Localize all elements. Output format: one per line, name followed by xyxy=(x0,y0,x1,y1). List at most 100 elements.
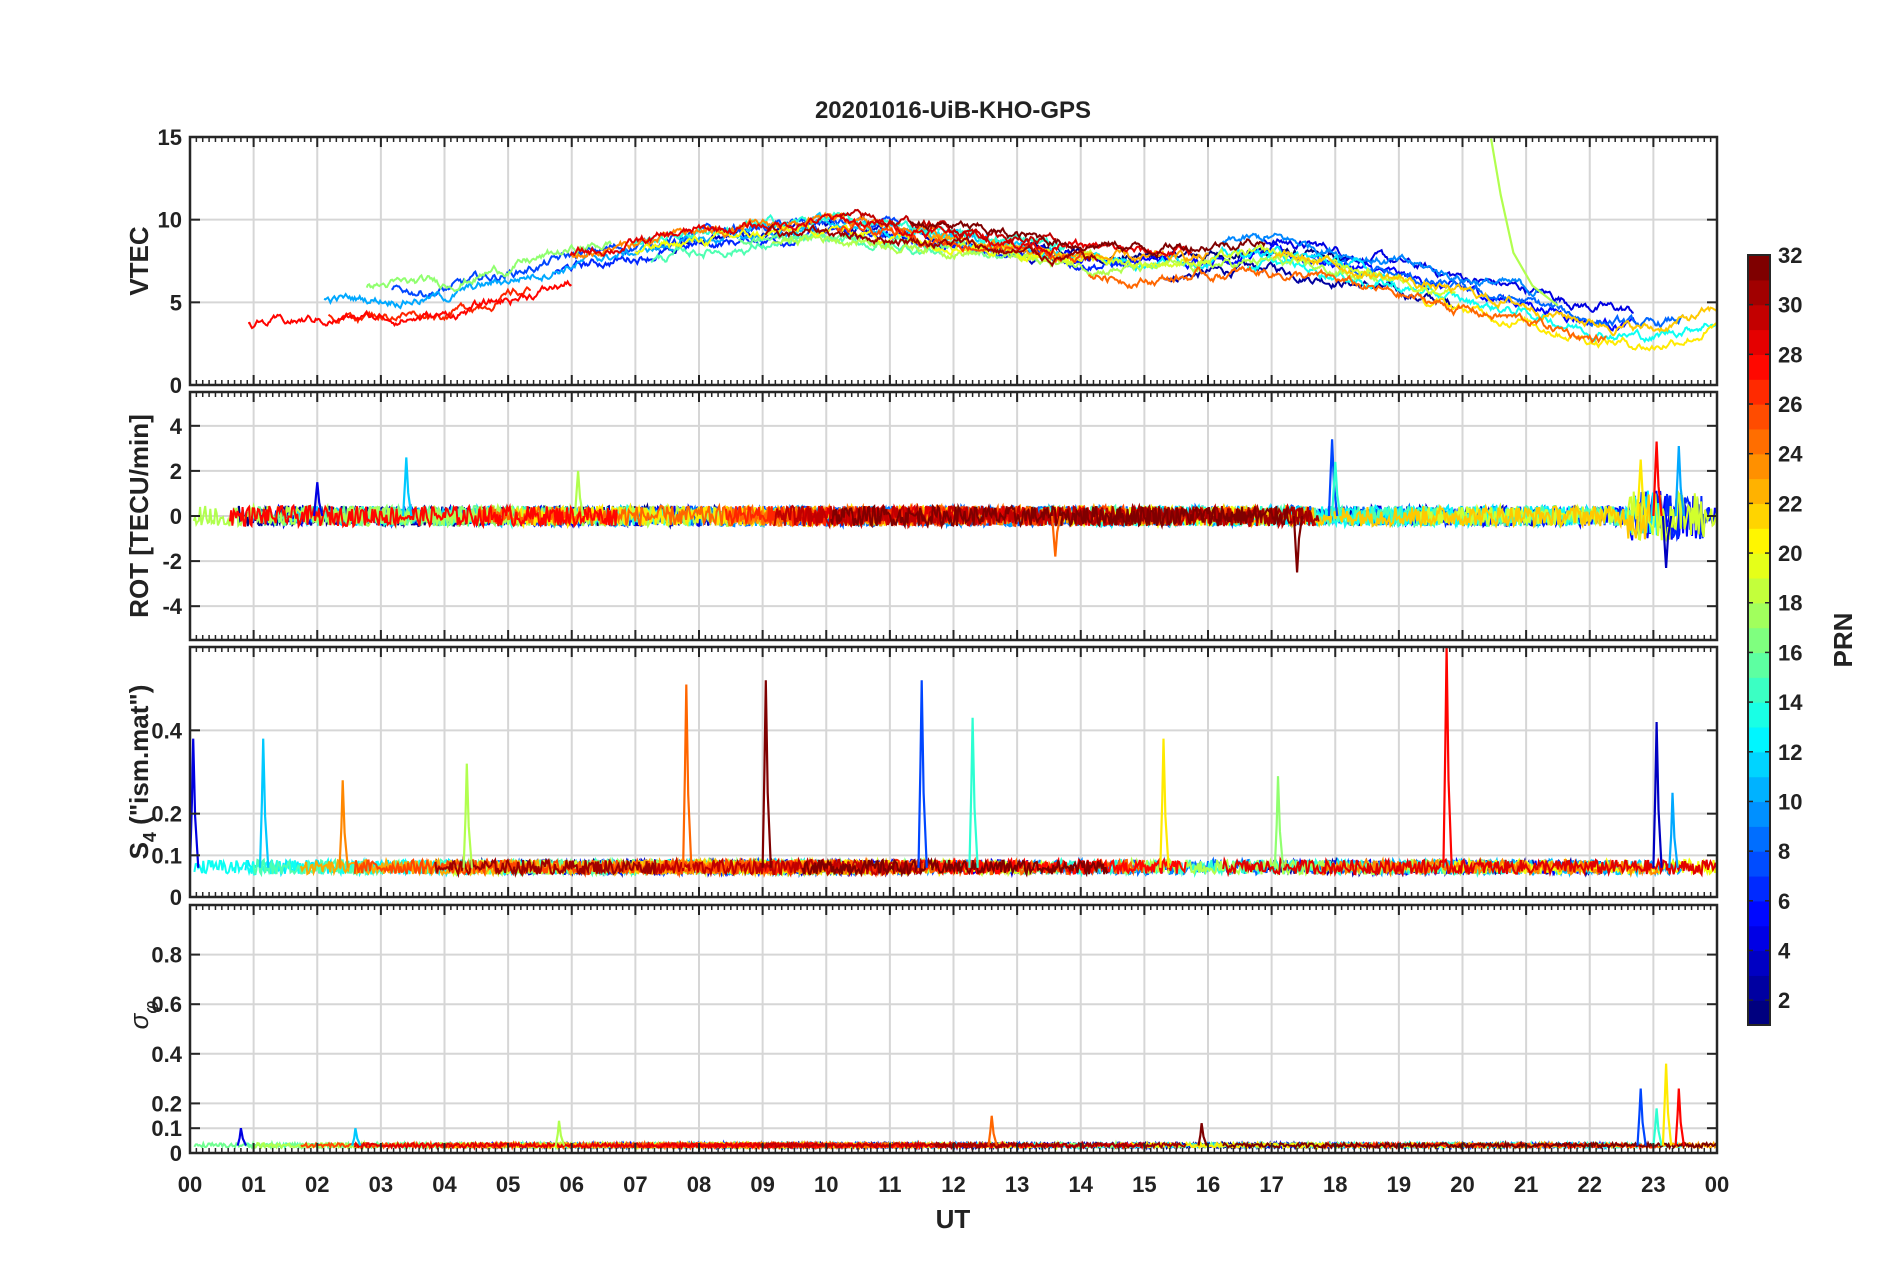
y-tick-label: 0.4 xyxy=(151,1042,182,1067)
series-line-prn-25 xyxy=(638,856,1146,879)
series-group xyxy=(193,1063,1717,1152)
series-line-prn-30 xyxy=(759,1140,1006,1151)
colorbar-band xyxy=(1748,577,1770,604)
series-line-prn-28 xyxy=(638,1139,1145,1151)
colorbar-band xyxy=(1748,304,1770,331)
spike-line xyxy=(573,470,585,517)
spike-line xyxy=(682,684,693,868)
y-tick-label: -4 xyxy=(162,594,182,619)
spike-line xyxy=(1636,1088,1647,1146)
colorbar-band xyxy=(1748,255,1770,281)
x-tick-label: 19 xyxy=(1387,1172,1411,1197)
colorbar-tick-label: 10 xyxy=(1778,789,1802,814)
spike-line xyxy=(1273,776,1285,868)
y-tick-label: 0.8 xyxy=(151,943,182,968)
y-axis-label: S4 ("ism.mat") xyxy=(124,685,160,860)
series-group xyxy=(190,647,1717,879)
series-line-prn-30 xyxy=(653,856,924,878)
series-line-prn-29 xyxy=(353,1140,820,1151)
spike-line xyxy=(1051,515,1062,557)
plot-frame xyxy=(188,645,1719,899)
series-line-prn-15 xyxy=(650,228,943,264)
x-tick-label: 05 xyxy=(496,1172,520,1197)
x-tick-label: 01 xyxy=(241,1172,265,1197)
spike-line xyxy=(1652,1108,1663,1146)
x-tick-label: 09 xyxy=(750,1172,774,1197)
x-tick-label: 07 xyxy=(623,1172,647,1197)
colorbar-label: PRN xyxy=(1828,613,1858,668)
colorbar-tick-label: 18 xyxy=(1778,591,1802,616)
spike-line xyxy=(236,1128,248,1147)
colorbar-band xyxy=(1748,354,1770,380)
series-line-prn-8 xyxy=(1309,253,1684,330)
series-line-prn-29 xyxy=(1222,855,1717,878)
spike-line xyxy=(554,1120,566,1146)
colorbar-tick-label: 8 xyxy=(1778,839,1790,864)
colorbar-tick-label: 20 xyxy=(1778,541,1802,566)
colorbar-band xyxy=(1748,329,1770,355)
colorbar-band xyxy=(1748,826,1770,852)
panel-s4: 0 0.1 0.2 0.4S4 ("ism.mat") xyxy=(124,645,1719,910)
spike-line xyxy=(1197,1123,1208,1146)
y-tick-label: 0 xyxy=(170,1141,182,1166)
colorbar-band xyxy=(1748,702,1770,728)
highlight-line-prn-18 xyxy=(1490,138,1559,307)
colorbar-tick-label: 14 xyxy=(1778,690,1803,715)
x-tick-label: 14 xyxy=(1069,1172,1094,1197)
x-tick-label: 11 xyxy=(878,1172,901,1197)
colorbar-band xyxy=(1748,652,1770,678)
spike-line xyxy=(1327,439,1339,517)
x-tick-label: 13 xyxy=(1005,1172,1029,1197)
colorbar-tick-label: 22 xyxy=(1778,491,1802,516)
colorbar-band xyxy=(1748,1000,1770,1026)
colorbar-tick-label: 26 xyxy=(1778,392,1802,417)
spike-line xyxy=(1652,441,1663,517)
series-line-prn-18 xyxy=(771,234,1379,283)
y-tick-label: 0.4 xyxy=(151,718,182,743)
colorbar-band xyxy=(1748,602,1770,629)
series-line-prn-32 xyxy=(909,219,1266,259)
colorbar-band xyxy=(1748,900,1770,927)
y-tick-label: 0.1 xyxy=(151,1116,182,1141)
y-tick-label: 0 xyxy=(170,373,182,398)
panel-sigma_phi: 00.10.2 0.4 0.6 0.8 σφ xyxy=(124,903,1719,1166)
colorbar-band xyxy=(1748,975,1770,1001)
x-tick-label: 10 xyxy=(814,1172,838,1197)
spike-line xyxy=(1292,515,1304,573)
panel-vtec: 0 5 10 15 VTEC xyxy=(124,125,1719,398)
y-tick-label: 5 xyxy=(170,290,182,315)
y-tick-label: 0.2 xyxy=(151,1091,182,1116)
plot-frame xyxy=(188,135,1719,387)
spike-line xyxy=(1652,721,1663,868)
x-tick-label: 15 xyxy=(1132,1172,1156,1197)
colorbar-tick-label: 30 xyxy=(1778,293,1802,318)
colorbar-band xyxy=(1748,726,1770,753)
colorbar-band xyxy=(1748,503,1770,529)
series-group xyxy=(192,439,1717,573)
series-line-prn-19 xyxy=(934,235,1456,298)
y-tick-label: -2 xyxy=(162,549,182,574)
colorbar-band xyxy=(1748,851,1770,877)
colorbar-tick-label: 6 xyxy=(1778,889,1790,914)
y-axis-label: σφ xyxy=(124,1001,163,1030)
spike-line xyxy=(761,680,772,868)
colorbar-band xyxy=(1748,528,1770,554)
colorbar-tick-label: 32 xyxy=(1778,243,1802,268)
plot-frame xyxy=(188,390,1719,642)
x-tick-label: 06 xyxy=(560,1172,584,1197)
y-tick-label: 0 xyxy=(170,885,182,910)
spike-line xyxy=(258,738,270,868)
spike-line xyxy=(1636,459,1647,517)
series-line-prn-32 xyxy=(801,856,1109,878)
x-tick-label: 23 xyxy=(1641,1172,1665,1197)
colorbar-frame xyxy=(1747,254,1771,1026)
colorbar-band xyxy=(1748,379,1770,405)
spike-line xyxy=(313,482,324,517)
colorbar-band xyxy=(1748,404,1770,430)
x-tick-label: 21 xyxy=(1514,1172,1538,1197)
series-line-prn-9 xyxy=(1222,232,1543,298)
colorbar-band xyxy=(1748,627,1770,654)
y-tick-label: 0 xyxy=(170,504,182,529)
